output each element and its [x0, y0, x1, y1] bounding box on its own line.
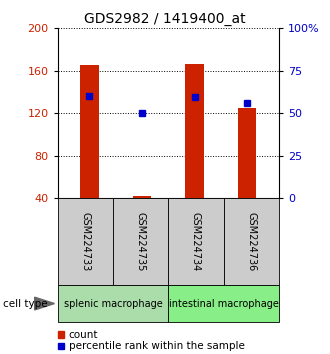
Text: GDS2982 / 1419400_at: GDS2982 / 1419400_at	[84, 12, 246, 27]
Bar	[133, 196, 151, 198]
Text: GSM224733: GSM224733	[81, 212, 90, 271]
Text: percentile rank within the sample: percentile rank within the sample	[69, 341, 245, 351]
Bar	[185, 64, 204, 198]
Text: count: count	[69, 330, 98, 339]
Text: GSM224736: GSM224736	[246, 212, 256, 271]
Text: splenic macrophage: splenic macrophage	[64, 298, 162, 309]
Bar	[80, 65, 99, 198]
Text: GSM224734: GSM224734	[191, 212, 201, 271]
Text: GSM224735: GSM224735	[136, 212, 146, 271]
Bar	[238, 108, 256, 198]
Text: cell type: cell type	[3, 298, 48, 309]
Text: intestinal macrophage: intestinal macrophage	[169, 298, 279, 309]
